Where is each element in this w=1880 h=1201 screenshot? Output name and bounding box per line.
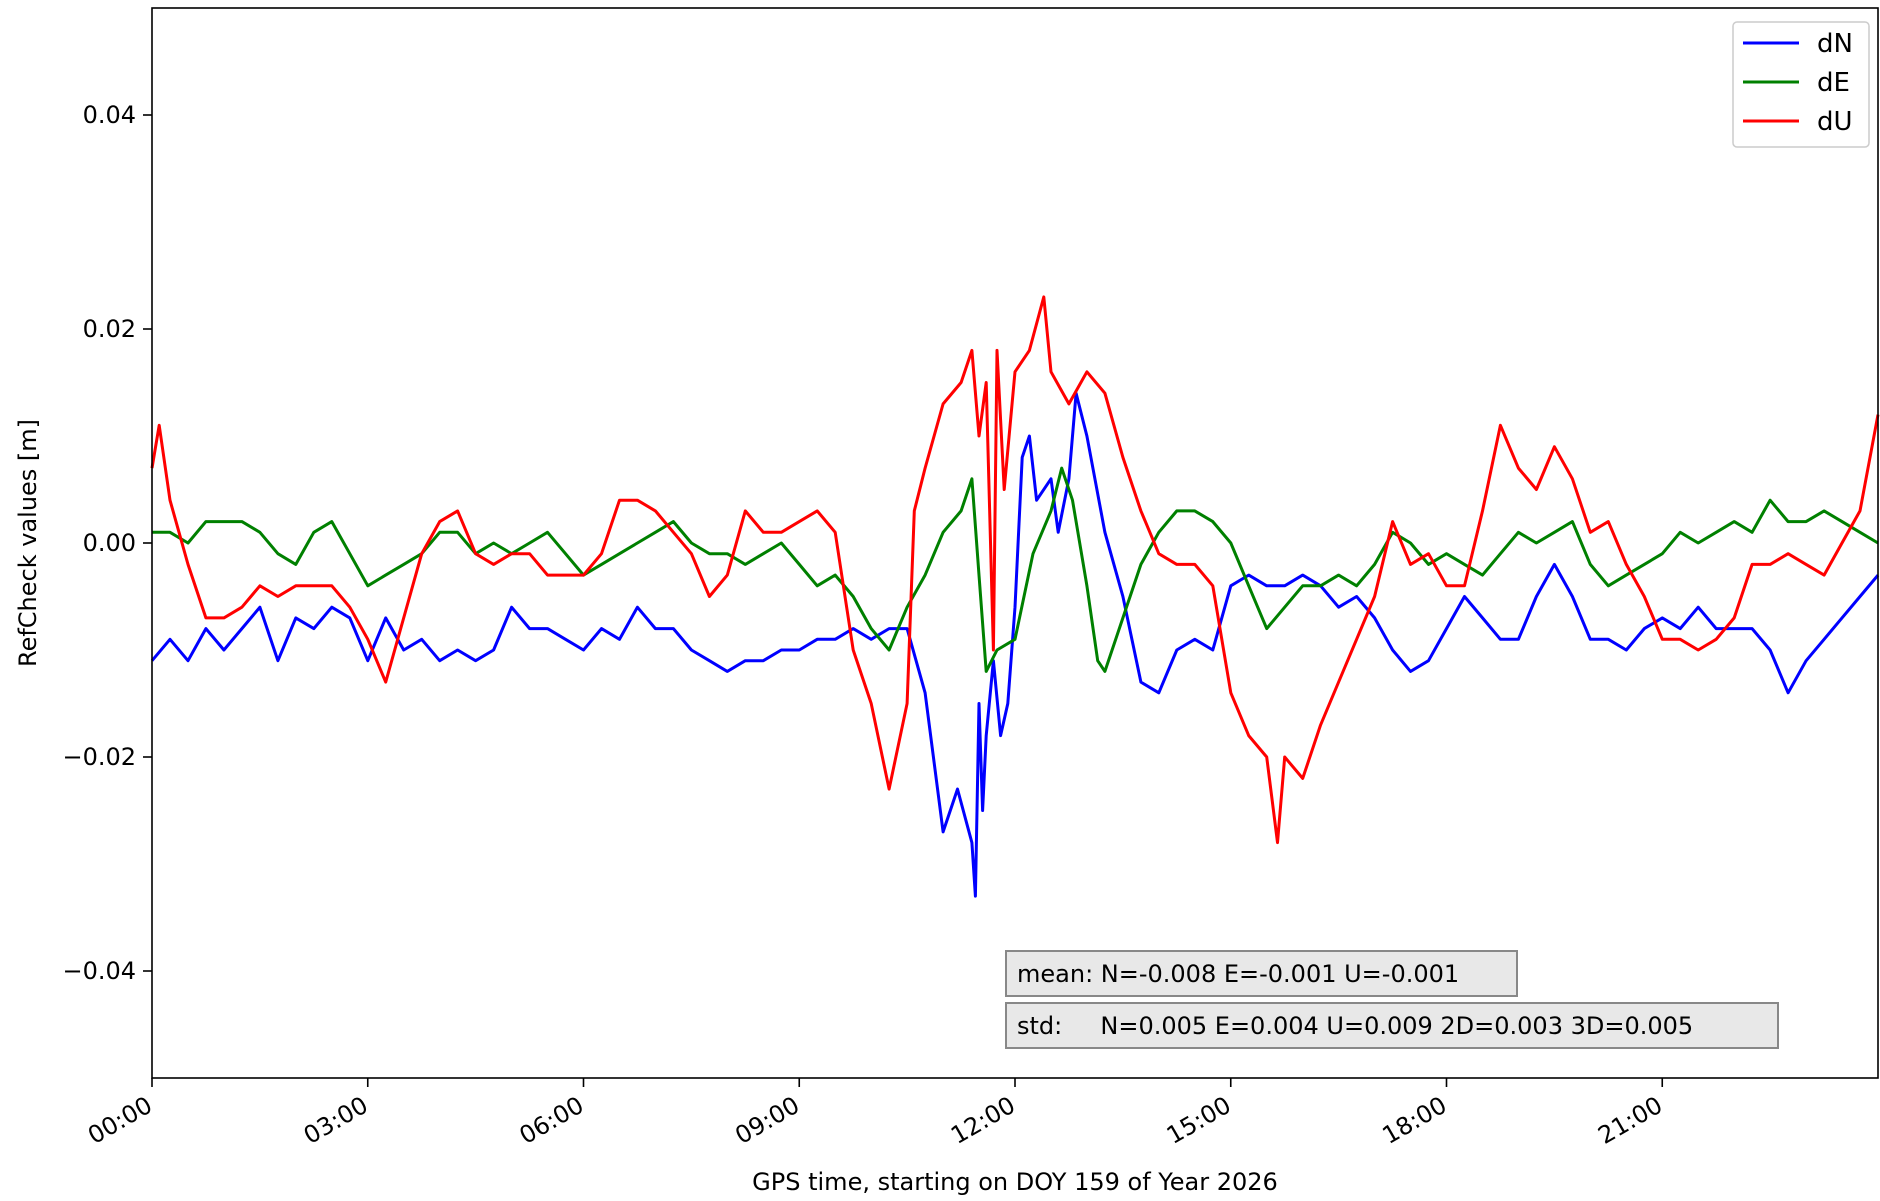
x-tick-label: 09:00 [730, 1091, 804, 1150]
annotation-box-mean [1005, 950, 1518, 997]
x-tick-label: 00:00 [83, 1091, 157, 1150]
annotation-text-std: std: N=0.005 E=0.004 U=0.009 2D=0.003 3D… [1017, 1012, 1693, 1040]
annotation-box-std [1005, 1002, 1779, 1049]
series-line-dE [152, 466, 1879, 673]
plot-frame [151, 7, 1879, 1079]
x-tick-label: 12:00 [946, 1091, 1020, 1150]
y-axis-ticks: 0.04 0.02 0.00 −0.02 −0.04 [62, 101, 152, 985]
x-tick-label: 15:00 [1162, 1091, 1236, 1150]
x-tick-label: 03:00 [299, 1091, 373, 1150]
legend-label-dN: dN [1817, 29, 1853, 59]
legend-label-dU: dU [1817, 107, 1853, 137]
y-tick-label: −0.04 [62, 957, 136, 985]
x-axis-ticks: 00:00 03:00 06:00 09:00 12:00 15:00 18:00 21:00 [83, 1078, 1667, 1150]
x-axis-label: GPS time, starting on DOY 159 of Year 20… [752, 1168, 1278, 1196]
series-layer [150, 295, 1880, 898]
series-line-dN [150, 391, 1880, 898]
legend: dN dE dU [1732, 21, 1870, 148]
y-axis-label: RefCheck values [m] [14, 419, 42, 667]
x-tick-label: 21:00 [1593, 1091, 1667, 1150]
x-tick-label: 18:00 [1378, 1091, 1452, 1150]
x-tick-label: 06:00 [515, 1091, 589, 1150]
y-tick-label: −0.02 [62, 743, 136, 771]
y-tick-label: 0.00 [83, 529, 136, 557]
y-tick-label: 0.02 [83, 315, 136, 343]
series-line-dU [150, 295, 1880, 845]
legend-box [1732, 21, 1870, 148]
annotation-text-mean: mean: N=-0.008 E=-0.001 U=-0.001 [1017, 960, 1459, 988]
y-tick-label: 0.04 [83, 101, 136, 129]
stats-annotations: mean: N=-0.008 E=-0.001 U=-0.001 std: N=0… [1005, 950, 1779, 1049]
legend-label-dE: dE [1817, 68, 1850, 98]
